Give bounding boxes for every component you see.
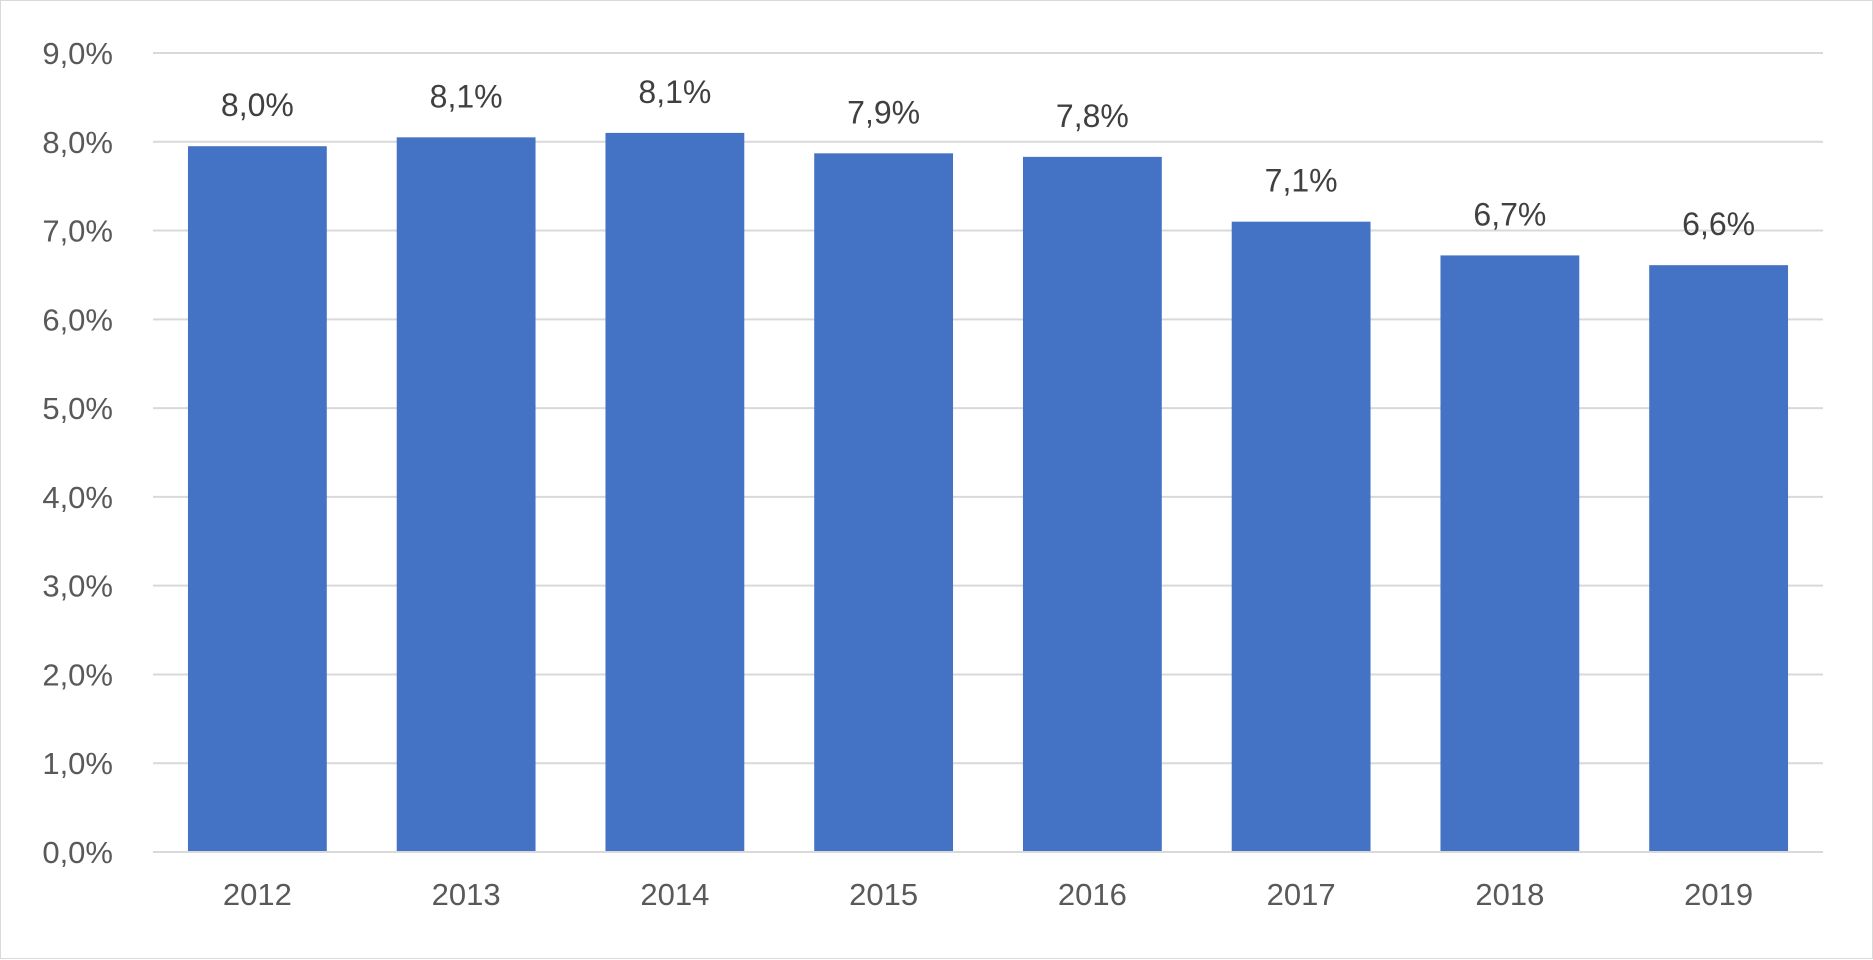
y-tick-label: 8,0%: [42, 125, 113, 160]
x-tick-label-2016: 2016: [1058, 877, 1127, 912]
bar-2019: [1649, 265, 1789, 852]
labels: 0,0% 1,0% 2,0% 3,0% 4,0% 5,0% 6,0% 7,0% 8,0% 9,0%…: [42, 36, 1755, 912]
x-tick-label-2015: 2015: [849, 877, 918, 912]
bar-2018: [1440, 255, 1580, 852]
data-label-2016: 7,8%: [1056, 98, 1129, 134]
x-tick-label-2012: 2012: [223, 877, 292, 912]
data-label-2013: 8,1%: [430, 78, 503, 114]
x-tick-label-2013: 2013: [432, 877, 501, 912]
y-tick-label: 9,0%: [42, 36, 113, 71]
bar-2012: [187, 146, 327, 852]
x-tick-label-2019: 2019: [1684, 877, 1753, 912]
bar-2015: [814, 153, 954, 852]
bar-2013: [396, 137, 536, 853]
bar-2016: [1022, 156, 1162, 852]
y-tick-label: 5,0%: [42, 391, 113, 426]
x-tick-label-2014: 2014: [640, 877, 709, 912]
y-tick-label: 4,0%: [42, 480, 113, 515]
bars: [187, 132, 1789, 853]
data-label-2018: 6,7%: [1473, 196, 1546, 232]
y-tick-label: 3,0%: [42, 569, 113, 604]
y-tick-label: 6,0%: [42, 302, 113, 337]
x-tick-label-2017: 2017: [1267, 877, 1336, 912]
y-tick-label: 2,0%: [42, 657, 113, 692]
y-tick-label: 7,0%: [42, 214, 113, 249]
bar-2014: [605, 132, 745, 852]
data-label-2012: 8,0%: [221, 87, 294, 123]
data-label-2015: 7,9%: [847, 94, 920, 130]
y-tick-label: 1,0%: [42, 746, 113, 781]
x-tick-label-2018: 2018: [1475, 877, 1544, 912]
bar-2017: [1231, 221, 1371, 852]
y-tick-label: 0,0%: [42, 835, 113, 870]
data-label-2014: 8,1%: [638, 74, 711, 110]
data-label-2019: 6,6%: [1682, 206, 1755, 242]
data-label-2017: 7,1%: [1265, 163, 1338, 199]
